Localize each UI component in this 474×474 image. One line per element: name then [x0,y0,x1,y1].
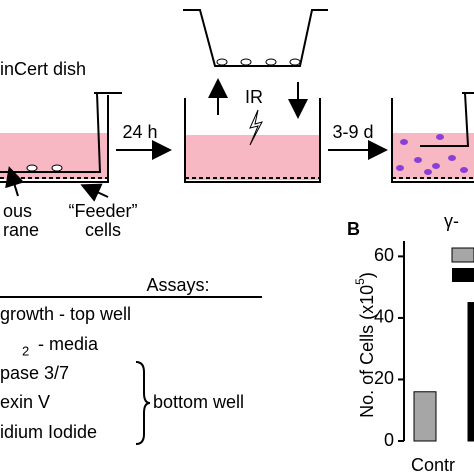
assay: 2 [22,343,29,358]
feeder-label: cells [85,220,121,240]
ir-label: IR [245,87,263,107]
assay: pase 3/7 [0,363,69,383]
panel-label: B [347,219,360,239]
assays-title: Assays: [146,275,209,295]
y-tick-label: 0 [384,430,394,450]
chart-title: γ- [444,211,459,231]
feeder-label: “Feeder” [68,201,137,221]
legend-swatch [452,268,474,282]
y-tick-label: 20 [374,368,394,388]
legend-swatch [451,247,474,263]
y-axis-label: ) [357,272,377,278]
assay: idium Iodide [0,422,97,442]
step-label: 3-9 d [332,122,373,142]
dish-3 [391,92,474,183]
y-tick-label: 60 [374,245,394,265]
bottom-label: bottom well [153,392,244,412]
assay: - media [38,334,99,354]
brace [135,361,151,445]
bar-chart: 0 20 40 60 Contr [374,241,474,474]
membrane-label: rane [3,220,39,240]
step-label: 24 h [122,122,157,142]
assay: growth - top well [0,304,131,324]
y-axis-label: No. of Cells (x105) [353,272,377,418]
membrane-label: ous [3,201,32,221]
dish-1 [0,92,122,183]
y-axis-label: 5 [353,278,367,285]
y-tick-label: 40 [374,307,394,327]
assay: exin V [0,392,50,412]
bar [413,391,437,442]
dish-2 [183,9,328,183]
y-axis-label: No. of Cells (x10 [357,285,377,418]
dish-label: inCert dish [0,59,86,79]
x-tick-label: Contr [411,455,455,474]
bar [467,302,474,442]
